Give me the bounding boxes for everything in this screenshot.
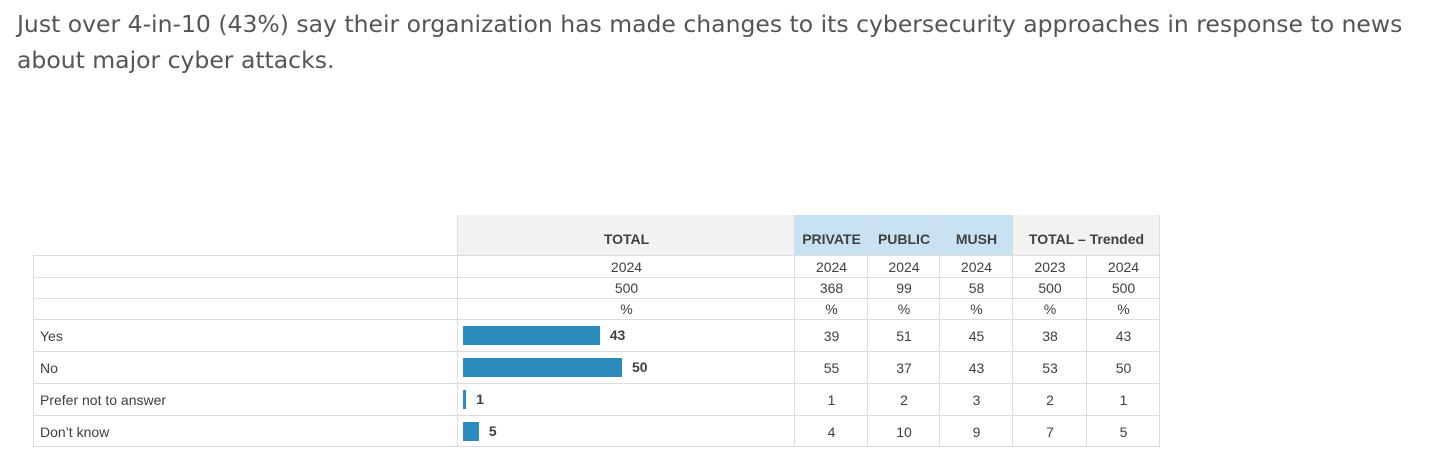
- bar-value-label: 5: [488, 423, 497, 439]
- total-header-bg: [458, 215, 795, 255]
- grid-line: [33, 255, 1160, 256]
- grid-line: [1159, 215, 1160, 447]
- unit-mush: %: [970, 301, 983, 317]
- grid-line: [33, 255, 34, 447]
- page-title: Just over 4-in-10 (43%) say their organi…: [17, 10, 1403, 74]
- bar-value-label: 50: [632, 359, 648, 375]
- row-label: No: [40, 359, 58, 376]
- total-bar: [463, 390, 467, 409]
- year-mush: 2024: [960, 259, 993, 275]
- year-trended-2024: 2024: [1107, 259, 1140, 275]
- grid-line: [33, 277, 1160, 278]
- value-cell: 39: [823, 327, 840, 344]
- header-total: TOTAL: [603, 231, 650, 247]
- value-cell: 38: [1042, 327, 1058, 344]
- value-cell: 10: [896, 423, 912, 440]
- year-total: 2024: [610, 259, 643, 275]
- base-private: 368: [819, 280, 844, 296]
- grid-line: [457, 215, 458, 447]
- value-cell: 1: [827, 391, 836, 408]
- total-bar: [463, 422, 479, 441]
- header-mush: MUSH: [955, 231, 998, 247]
- grid-line: [33, 351, 1160, 352]
- value-cell: 7: [1046, 423, 1054, 440]
- value-cell: 4: [827, 423, 836, 440]
- value-cell: 2: [1046, 391, 1054, 408]
- grid-line: [1086, 255, 1087, 447]
- base-trended-2023: 500: [1038, 280, 1062, 296]
- value-cell: 5: [1119, 423, 1128, 440]
- grid-line: [939, 215, 940, 447]
- value-cell: 43: [1115, 327, 1132, 344]
- unit-total: %: [620, 301, 633, 317]
- year-trended-2023: 2023: [1034, 259, 1066, 275]
- value-cell: 55: [823, 359, 840, 376]
- value-cell: 1: [1119, 391, 1128, 408]
- grid-line: [33, 446, 1160, 447]
- segment-header-bg: [795, 215, 1013, 255]
- results-table: TOTAL PRIVATE PUBLIC MUSH TOTAL – Trende…: [33, 215, 1160, 447]
- value-cell: 43: [968, 359, 985, 376]
- header-trended: TOTAL – Trended: [1028, 231, 1145, 247]
- row-label: Yes: [40, 327, 63, 344]
- value-cell: 2: [900, 391, 908, 408]
- value-cell: 50: [1115, 359, 1132, 376]
- base-trended-2024: 500: [1111, 280, 1136, 296]
- unit-trended-2024: %: [1117, 301, 1130, 317]
- value-cell: 37: [896, 359, 912, 376]
- value-cell: 53: [1042, 359, 1058, 376]
- year-public: 2024: [888, 259, 920, 275]
- total-bar: [463, 358, 622, 377]
- base-total: 500: [614, 280, 639, 296]
- value-cell: 9: [972, 423, 981, 440]
- grid-line: [33, 415, 1160, 416]
- grid-line: [33, 383, 1160, 384]
- unit-trended-2023: %: [1043, 301, 1057, 317]
- year-private: 2024: [815, 259, 848, 275]
- bar-value-label: 43: [609, 327, 626, 343]
- bar-value-label: 1: [476, 391, 484, 407]
- total-bar: [463, 326, 600, 345]
- base-mush: 58: [968, 280, 985, 296]
- header-public: PUBLIC: [877, 231, 931, 247]
- grid-line: [794, 215, 795, 447]
- value-cell: 51: [896, 327, 912, 344]
- row-label: Prefer not to answer: [40, 391, 167, 408]
- trended-header-bg: [1013, 215, 1160, 255]
- unit-private: %: [825, 301, 838, 317]
- base-public: 99: [896, 280, 912, 296]
- value-cell: 45: [968, 327, 985, 344]
- grid-line: [33, 298, 1160, 299]
- grid-line: [33, 319, 1160, 320]
- value-cell: 3: [972, 391, 981, 408]
- row-label: Don’t know: [40, 423, 110, 440]
- grid-line: [867, 215, 868, 447]
- grid-line: [1012, 215, 1013, 447]
- header-private: PRIVATE: [802, 231, 861, 247]
- unit-public: %: [897, 301, 911, 317]
